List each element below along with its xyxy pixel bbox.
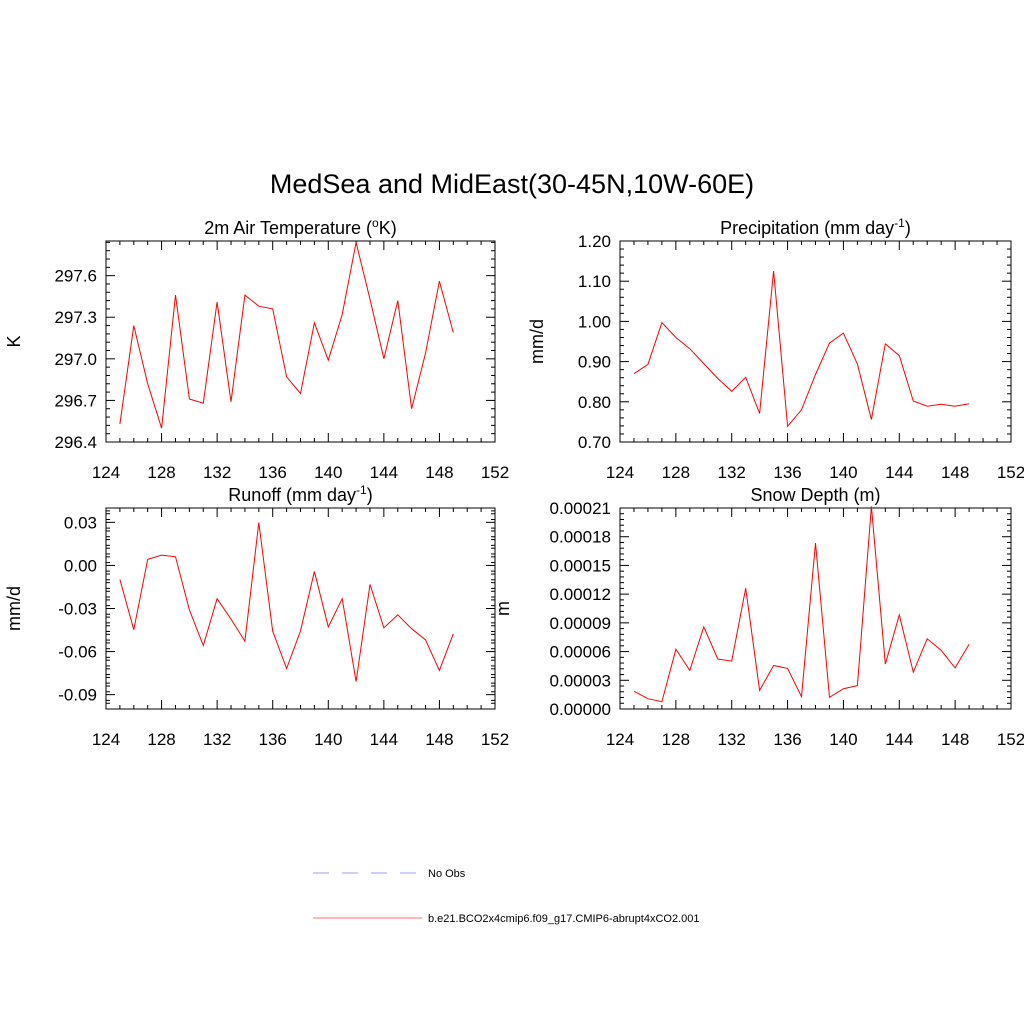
y-tick-label: 1.10 xyxy=(578,272,611,291)
y-tick-label: 297.0 xyxy=(54,350,97,369)
series-line xyxy=(633,506,970,703)
x-tick-label: 132 xyxy=(203,463,231,482)
legend-label: b.e21.BCO2x4cmip6.f09_g17.CMIP6-abrupt4x… xyxy=(428,913,700,925)
panel-title-text: Snow Depth (m) xyxy=(750,485,880,505)
panel-snow-depth: 124 128 132 136 140 144 148 152 0.00000 0.00003 0.… xyxy=(493,485,1024,749)
series-line xyxy=(119,242,454,429)
y-tick-label: 0.00012 xyxy=(550,585,611,604)
x-tick-label: 124 xyxy=(606,730,634,749)
panel-title: Runoff (mm day-1) xyxy=(228,483,372,505)
x-tick-label: 144 xyxy=(370,463,398,482)
x-tick-label: 128 xyxy=(662,730,690,749)
x-tick-label: 136 xyxy=(259,463,287,482)
x-tick-label: 132 xyxy=(203,730,231,749)
panel-title-superscript: o xyxy=(372,216,379,230)
panel-temperature: 124 128 132 136 140 144 148 152 296.4 296.7 297.0 2… xyxy=(4,216,509,482)
panel-title: Snow Depth (m) xyxy=(750,485,880,505)
y-tick-label: -0.06 xyxy=(58,643,97,662)
y-tick-label: 0.00015 xyxy=(550,556,611,575)
plot-frame xyxy=(619,240,1012,443)
panel-precipitation: 124 128 132 136 140 144 148 152 0.70 0.80 0.90 1.00… xyxy=(527,216,1024,482)
y-tick-label: 0.80 xyxy=(578,393,611,412)
x-tick-label: 148 xyxy=(425,730,453,749)
y-axis-label: mm/d xyxy=(527,319,547,364)
x-tick-label: 128 xyxy=(147,463,175,482)
legend-item-model-run: b.e21.BCO2x4cmip6.f09_g17.CMIP6-abrupt4x… xyxy=(313,913,700,925)
x-tick-label: 152 xyxy=(481,463,509,482)
panel-title: 2m Air Temperature (oK) xyxy=(204,216,396,238)
x-tick-label: 132 xyxy=(718,463,746,482)
plot-frame xyxy=(105,240,496,443)
x-tick-label: 140 xyxy=(314,463,342,482)
panel-title: Precipitation (mm day-1) xyxy=(720,216,911,238)
x-tick-label: 148 xyxy=(941,463,969,482)
y-tick-label: -0.03 xyxy=(58,600,97,619)
plot-frame xyxy=(105,507,496,710)
panel-title-text: 2m Air Temperature ( xyxy=(204,218,372,238)
y-axis-label: m xyxy=(493,601,513,616)
panel-title-text: Precipitation (mm day xyxy=(720,218,894,238)
y-tick-label: 297.3 xyxy=(54,308,97,327)
legend-label: No Obs xyxy=(428,868,466,880)
y-tick-label: 296.4 xyxy=(54,433,97,452)
y-tick-label: 0.00009 xyxy=(550,614,611,633)
y-tick-label: 297.6 xyxy=(54,267,97,286)
series-line xyxy=(633,271,970,428)
x-tick-label: 128 xyxy=(662,463,690,482)
x-tick-label: 140 xyxy=(829,463,857,482)
y-axis-label: mm/d xyxy=(4,586,24,631)
x-tick-label: 132 xyxy=(718,730,746,749)
x-tick-label: 144 xyxy=(885,463,913,482)
x-tick-label: 136 xyxy=(773,730,801,749)
x-tick-label: 152 xyxy=(481,730,509,749)
panel-runoff: 124 128 132 136 140 144 148 152 -0.09 -0.06 -0.03 0… xyxy=(4,483,509,749)
plot-frame xyxy=(619,507,1012,710)
panels: 124 128 132 136 140 144 148 152 296.4 296.7 297.0 2… xyxy=(4,216,1024,749)
panel-title-text-end: K) xyxy=(379,218,397,238)
y-tick-label: 0.00003 xyxy=(550,671,611,690)
y-tick-label: -0.09 xyxy=(58,686,97,705)
x-tick-label: 124 xyxy=(92,730,120,749)
y-tick-label: 296.7 xyxy=(54,391,97,410)
legend-item-no-obs: No Obs xyxy=(313,868,466,880)
x-tick-label: 140 xyxy=(829,730,857,749)
figure-title: MedSea and MidEast(30-45N,10W-60E) xyxy=(270,169,754,199)
y-tick-label: 1.00 xyxy=(578,312,611,331)
x-tick-label: 124 xyxy=(606,463,634,482)
panel-title-text-end: ) xyxy=(905,218,911,238)
panel-title-text: Runoff (mm day xyxy=(228,485,356,505)
y-tick-label: 0.00006 xyxy=(550,643,611,662)
x-tick-label: 136 xyxy=(259,730,287,749)
x-tick-label: 128 xyxy=(147,730,175,749)
y-tick-label: 0.03 xyxy=(64,513,97,532)
x-tick-label: 148 xyxy=(941,730,969,749)
series-line xyxy=(119,522,454,682)
x-tick-label: 152 xyxy=(997,730,1024,749)
y-tick-label: 1.20 xyxy=(578,232,611,251)
panel-title-text-end: ) xyxy=(367,485,373,505)
y-tick-label: 0.00018 xyxy=(550,528,611,547)
y-tick-label: 0.00000 xyxy=(550,700,611,719)
x-tick-label: 124 xyxy=(92,463,120,482)
panel-title-superscript: -1 xyxy=(894,216,905,230)
y-tick-label: 0.70 xyxy=(578,433,611,452)
legend: No Obs b.e21.BCO2x4cmip6.f09_g17.CMIP6-ab… xyxy=(313,868,700,925)
x-tick-label: 148 xyxy=(425,463,453,482)
y-tick-label: 0.00 xyxy=(64,556,97,575)
panel-title-superscript: -1 xyxy=(356,483,367,497)
x-tick-label: 140 xyxy=(314,730,342,749)
x-tick-label: 144 xyxy=(370,730,398,749)
y-axis-label: K xyxy=(4,335,24,347)
y-tick-label: 0.90 xyxy=(578,353,611,372)
y-tick-label: 0.00021 xyxy=(550,499,611,518)
x-tick-label: 136 xyxy=(773,463,801,482)
x-tick-label: 152 xyxy=(997,463,1024,482)
x-tick-label: 144 xyxy=(885,730,913,749)
